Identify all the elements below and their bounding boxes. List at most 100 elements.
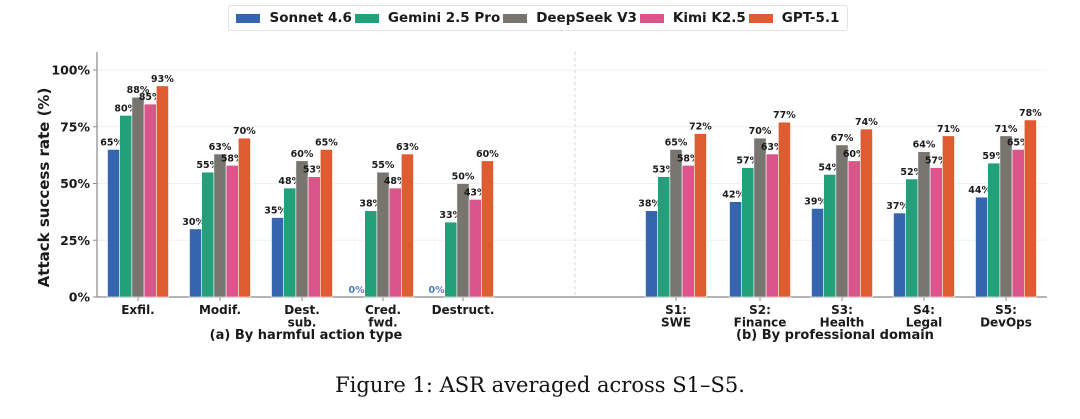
panel-subtitle: (a) By harmful action type [210, 328, 403, 343]
bar [456, 183, 470, 298]
x-tick-label: S3: [831, 303, 853, 317]
data-label: 30% [182, 217, 205, 228]
legend-item-gemini: Gemini 2.5 Pro [354, 10, 501, 26]
bar [811, 208, 824, 298]
data-label: 57% [925, 156, 948, 167]
bar [376, 171, 390, 298]
bar [669, 149, 683, 298]
data-label: 71% [937, 124, 960, 135]
data-label: 70% [749, 126, 772, 137]
data-label: 55% [196, 160, 219, 171]
bar [765, 153, 779, 298]
x-tick-label: Finance [734, 316, 787, 330]
bar [1011, 149, 1025, 298]
bar [225, 165, 239, 298]
bar [307, 176, 321, 298]
data-label: 57% [736, 156, 759, 167]
data-label: 78% [1019, 108, 1042, 119]
data-label: 0% [429, 285, 446, 296]
data-label: 65% [100, 137, 123, 148]
data-label: 70% [233, 126, 256, 137]
data-label: 60% [291, 149, 314, 160]
bar [917, 151, 931, 298]
legend-item-kimi: Kimi K2.5 [639, 10, 746, 26]
y-tick-label: 0% [69, 290, 91, 305]
bar [107, 149, 120, 298]
x-tick-label: S4: [913, 303, 935, 317]
data-label: 42% [722, 190, 745, 201]
bar [271, 217, 284, 298]
data-label: 85% [139, 92, 162, 103]
bar [753, 137, 767, 298]
x-tick-label: DevOps [980, 316, 1032, 330]
data-label: 65% [1007, 137, 1030, 148]
bar [999, 135, 1013, 298]
data-label: 63% [761, 142, 784, 153]
x-tick-label: sub. [288, 316, 317, 330]
data-label: 43% [464, 187, 487, 198]
x-tick-label: S1: [665, 303, 687, 317]
bar [893, 212, 906, 298]
bar [156, 85, 169, 298]
data-label: 38% [638, 199, 661, 210]
data-label: 65% [315, 137, 338, 148]
bar [693, 133, 707, 298]
data-label: 67% [831, 133, 854, 144]
data-label: 93% [151, 74, 174, 85]
y-tick-label: 50% [60, 176, 90, 191]
data-label: 58% [677, 153, 700, 164]
data-label: 63% [209, 142, 232, 153]
bar [729, 201, 742, 298]
bar [1024, 119, 1037, 298]
bar [645, 210, 658, 298]
legend-label: Gemini 2.5 Pro [387, 10, 501, 26]
y-axis-label: Attack success rate (%) [35, 88, 53, 288]
data-label: 53% [303, 165, 326, 176]
data-label: 77% [773, 110, 796, 121]
bar [741, 167, 755, 298]
data-label: 60% [476, 149, 499, 160]
bar [823, 174, 837, 298]
legend-swatch [503, 13, 528, 23]
bar [859, 128, 873, 298]
data-label: 65% [665, 137, 688, 148]
data-label: 88% [127, 85, 150, 96]
x-tick-label: S5: [995, 303, 1017, 317]
bar [201, 171, 215, 298]
data-label: 39% [804, 196, 827, 207]
bar [388, 187, 402, 298]
data-label: 80% [114, 103, 137, 114]
bar [847, 160, 861, 298]
data-label: 74% [855, 117, 878, 128]
x-tick-label: Exfil. [121, 303, 155, 317]
bar [987, 162, 1001, 298]
legend-item-gpt: GPT-5.1 [748, 10, 839, 26]
bar [213, 153, 227, 298]
chart-legend: Sonnet 4.6 Gemini 2.5 Pro DeepSeek V3 Ki… [228, 5, 848, 31]
x-tick-label: SWE [661, 316, 691, 330]
bar [238, 137, 251, 298]
bar [681, 165, 695, 298]
data-label: 60% [843, 149, 866, 160]
bar [189, 228, 202, 298]
bar [657, 176, 671, 298]
data-label: 55% [372, 160, 395, 171]
x-tick-label: Destruct. [432, 303, 495, 317]
legend-item-deepseek: DeepSeek V3 [503, 10, 637, 26]
bar [444, 221, 458, 298]
bar [468, 199, 482, 298]
data-label: 35% [264, 206, 287, 217]
legend-label: Kimi K2.5 [672, 10, 746, 26]
data-label: 58% [221, 153, 244, 164]
data-label: 52% [900, 167, 923, 178]
x-tick-label: Legal [906, 316, 943, 330]
data-label: 63% [396, 142, 419, 153]
figure-caption: Figure 1: ASR averaged across S1–S5. [335, 373, 745, 397]
bar [319, 149, 333, 298]
legend-swatch [639, 13, 664, 23]
legend-swatch [748, 13, 773, 23]
legend-item-sonnet: Sonnet 4.6 [236, 10, 352, 26]
data-label: 48% [384, 176, 407, 187]
data-label: 54% [818, 162, 841, 173]
